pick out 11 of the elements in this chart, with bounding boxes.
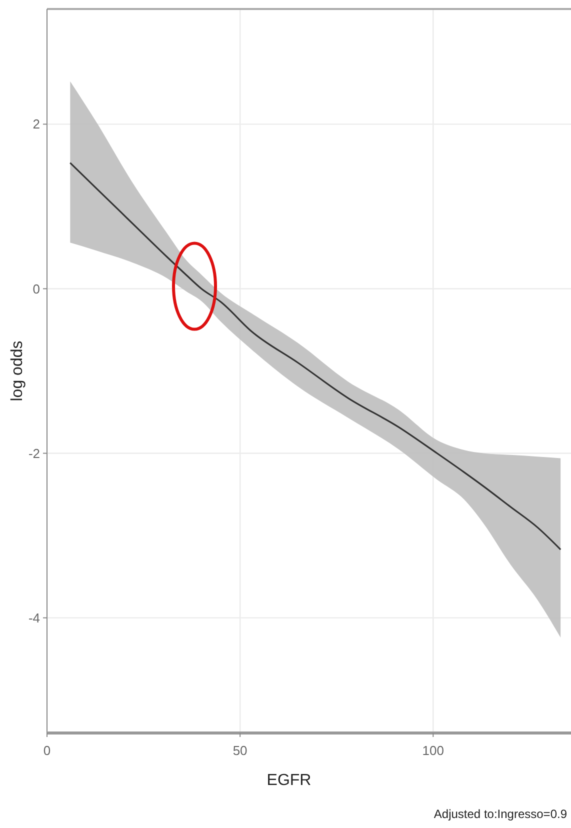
y-tick-label: 2 xyxy=(32,116,40,132)
y-tick-label: -2 xyxy=(28,446,40,461)
y-axis-title: log odds xyxy=(9,340,26,402)
x-tick-label: 50 xyxy=(232,743,248,758)
x-tick-label: 0 xyxy=(43,743,51,758)
x-tick-label: 100 xyxy=(422,743,444,758)
x-axis-title: EGFR xyxy=(266,772,312,789)
line-series xyxy=(69,162,562,550)
y-tick-label: -4 xyxy=(28,610,40,626)
text: Adjusted to:Ingresso=0.9 xyxy=(434,807,568,821)
y-tick-label: 0 xyxy=(32,281,40,296)
